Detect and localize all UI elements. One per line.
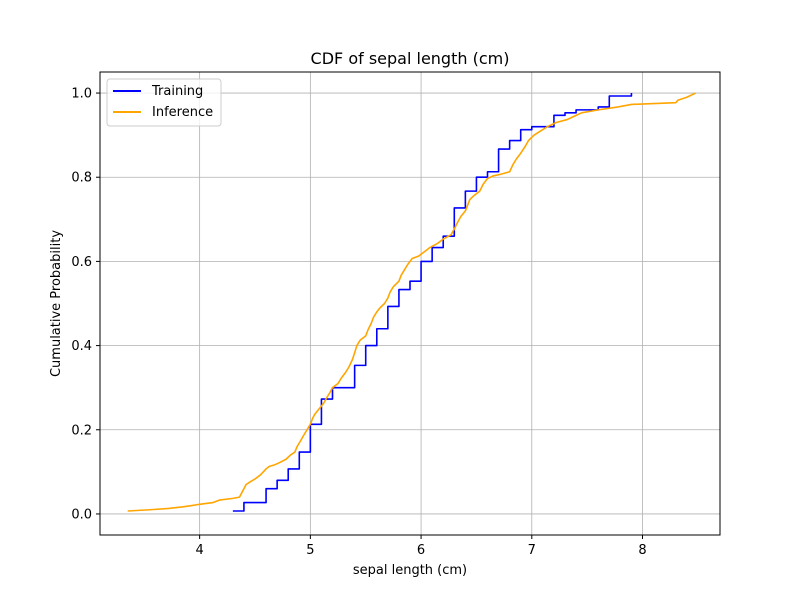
legend-label-training: Training — [151, 84, 203, 99]
x-tick-label: 8 — [638, 543, 646, 558]
x-tick-label: 4 — [196, 543, 204, 558]
series-line-inference — [127, 92, 696, 512]
y-tick-label: 0.8 — [71, 171, 92, 186]
x-tick-label: 7 — [528, 543, 536, 558]
chart-title: CDF of sepal length (cm) — [311, 49, 510, 68]
axis-ticks: 4 5 6 7 8 0.0 0.2 0.4 0.6 0.8 1.0 — [71, 87, 646, 558]
plot-frame — [99, 71, 721, 536]
x-tick-label: 6 — [417, 543, 425, 558]
grid-lines — [100, 72, 720, 535]
series-line-training — [232, 93, 633, 512]
legend: Training Inference — [106, 78, 222, 127]
series-lines — [127, 92, 696, 512]
x-tick-label: 5 — [306, 543, 314, 558]
x-axis-label: sepal length (cm) — [353, 563, 467, 578]
y-axis-label: Cumulative Probability — [49, 230, 64, 377]
y-tick-label: 0.2 — [71, 423, 92, 438]
y-tick-label: 0.4 — [71, 339, 92, 354]
y-tick-label: 1.0 — [71, 87, 92, 102]
y-tick-label: 0.6 — [71, 255, 92, 270]
legend-label-inference: Inference — [152, 105, 213, 120]
y-tick-label: 0.0 — [71, 507, 92, 522]
